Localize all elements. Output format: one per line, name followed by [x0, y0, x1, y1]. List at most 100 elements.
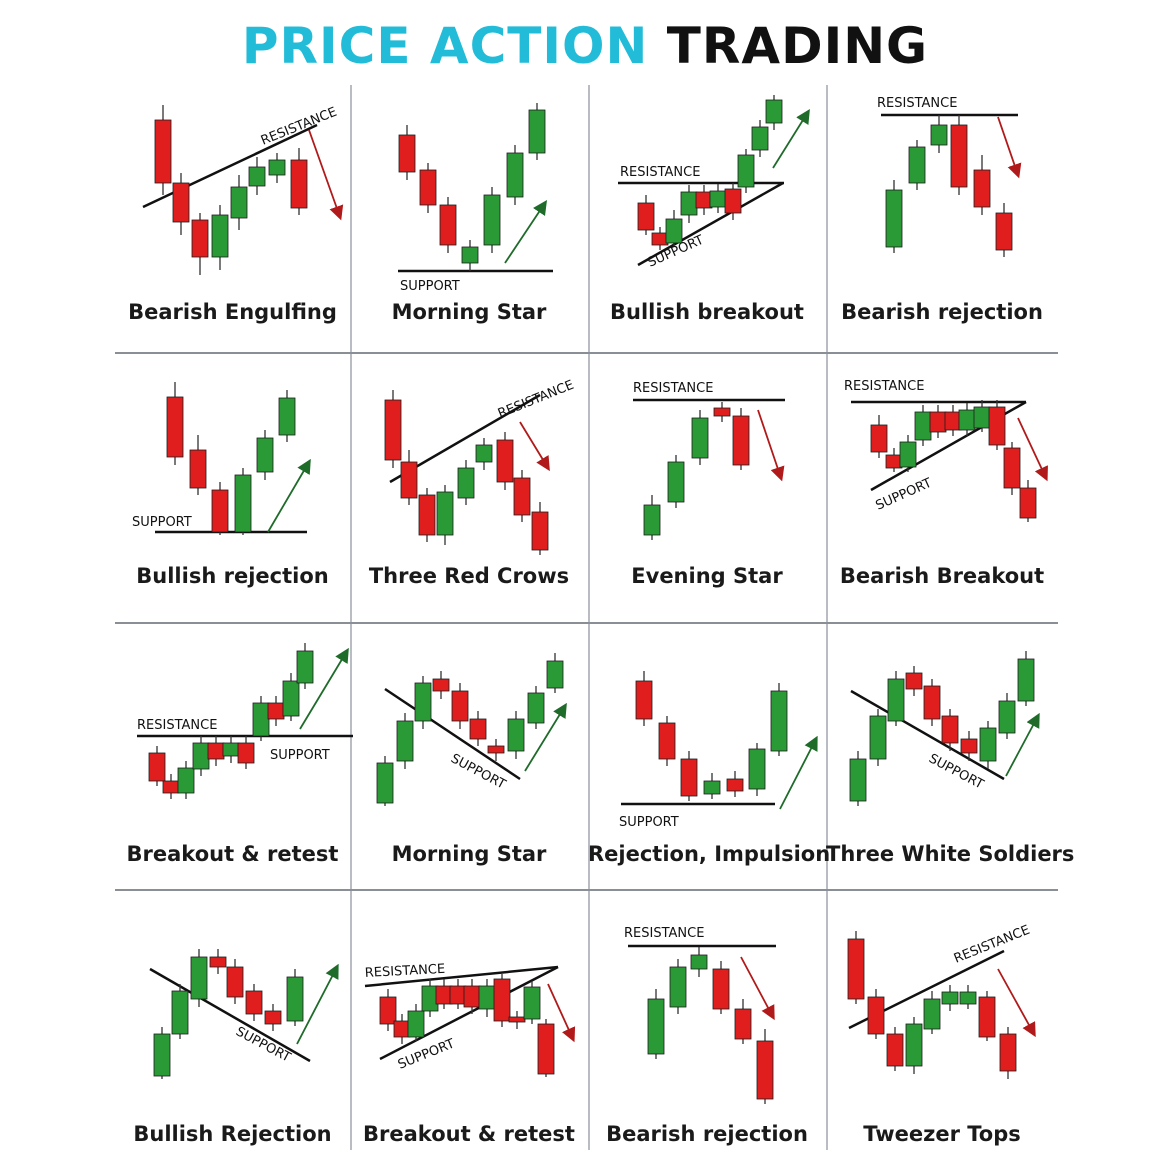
pattern-chart: SUPPORT	[376, 653, 567, 806]
up-arrow-icon	[1005, 712, 1040, 777]
pattern-panel: RESISTANCE SUPPORT Breakout & retest	[115, 621, 353, 889]
pattern-panel: RESISTANCE Tweezer Tops	[826, 889, 1058, 1150]
bearish-candle	[435, 979, 453, 1009]
bullish-candle	[1017, 651, 1035, 706]
pattern-label: Bullish breakout	[610, 300, 804, 324]
bearish-candle	[847, 931, 865, 1004]
bearish-candle	[400, 450, 418, 505]
bearish-candle	[756, 1029, 774, 1104]
bullish-candle	[478, 979, 496, 1017]
grid-divider-vertical	[350, 85, 352, 1150]
resistance-label: RESISTANCE	[952, 923, 1032, 967]
pattern-label: Bearish Breakout	[839, 564, 1045, 588]
support-label: SUPPORT	[270, 748, 330, 763]
pattern-panel: RESISTANCE SUPPORT Bullish breakout	[588, 85, 826, 350]
bearish-candle	[419, 163, 437, 213]
bullish-candle	[667, 455, 685, 508]
pattern-panel: RESISTANCE Evening Star	[588, 350, 826, 621]
grid-divider-horizontal	[115, 622, 1058, 624]
pattern-label: Morning Star	[391, 842, 547, 866]
bullish-candle	[941, 985, 959, 1011]
pattern-chart: RESISTANCE	[142, 105, 344, 275]
bullish-candle	[457, 460, 475, 505]
resistance-label: RESISTANCE	[877, 96, 957, 111]
bullish-candle	[461, 240, 479, 271]
bearish-candle	[1003, 442, 1021, 495]
bullish-candle	[436, 485, 454, 545]
pattern-label: Bearish rejection	[606, 1122, 808, 1146]
bearish-candle	[944, 405, 962, 436]
pattern-label: Breakout & retest	[126, 842, 339, 866]
bearish-candle	[513, 470, 531, 522]
bullish-candle	[252, 696, 270, 741]
bullish-candle	[690, 947, 708, 977]
pattern-chart: RESISTANCE	[847, 923, 1036, 1079]
bearish-candle	[885, 448, 903, 472]
down-arrow-icon	[997, 968, 1036, 1038]
resistance-label: RESISTANCE	[624, 926, 704, 941]
bullish-candle	[507, 711, 525, 759]
pattern-panel: SUPPORT Bullish rejection	[115, 350, 350, 621]
bearish-candle	[999, 1027, 1017, 1079]
pattern-label: Three Red Crows	[368, 564, 570, 588]
down-arrow-icon	[740, 956, 775, 1021]
bullish-candle	[421, 979, 439, 1017]
bearish-candle	[463, 979, 481, 1014]
bullish-candle	[665, 210, 683, 247]
support-label: SUPPORT	[396, 1036, 457, 1072]
pattern-panel: RESISTANCE Bearish rejection	[826, 85, 1058, 350]
pattern-label: Bearish Engulfing	[128, 300, 337, 324]
down-arrow-icon	[757, 409, 785, 482]
down-arrow-icon	[1017, 417, 1048, 482]
down-arrow-icon	[308, 129, 344, 221]
bearish-candle	[379, 989, 397, 1031]
bullish-candle	[885, 180, 903, 253]
pattern-panel: SUPPORT Rejection, Impulsion	[588, 621, 831, 889]
bearish-candle	[713, 402, 731, 422]
bullish-candle	[703, 773, 721, 799]
bullish-candle	[222, 736, 240, 763]
bullish-candle	[506, 145, 524, 205]
bullish-candle	[770, 683, 788, 756]
bearish-candle	[209, 949, 227, 974]
bearish-candle	[451, 683, 469, 729]
bearish-candle	[658, 716, 676, 766]
bullish-candle	[546, 653, 564, 693]
bullish-candle	[256, 430, 274, 480]
bearish-candle	[905, 666, 923, 696]
pattern-label: Evening Star	[631, 564, 783, 588]
bullish-candle	[737, 149, 755, 193]
bearish-candle	[226, 959, 244, 1004]
bearish-candle	[290, 148, 308, 215]
bullish-candle	[527, 686, 545, 729]
bearish-candle	[978, 991, 996, 1041]
pattern-panel: SUPPORT Morning Star	[350, 621, 588, 889]
pattern-label: Tweezer Tops	[863, 1122, 1021, 1146]
bearish-candle	[493, 974, 511, 1027]
resistance-label: RESISTANCE	[844, 379, 924, 394]
bearish-candle	[469, 711, 487, 746]
bearish-candle	[886, 1027, 904, 1071]
bearish-candle	[418, 488, 436, 542]
support-label: SUPPORT	[926, 751, 986, 792]
bearish-candle	[1019, 480, 1037, 522]
pattern-panel: RESISTANCE Bearish Engulfing	[115, 85, 350, 350]
support-label: SUPPORT	[448, 751, 508, 792]
pattern-label: Rejection, Impulsion	[588, 842, 831, 866]
bearish-candle	[995, 203, 1013, 257]
pattern-panel: RESISTANCE Three Red Crows	[350, 350, 588, 621]
bearish-candle	[973, 155, 991, 215]
bearish-candle	[172, 173, 190, 235]
trend-line	[364, 965, 559, 988]
pattern-label: Bullish rejection	[136, 564, 329, 588]
bullish-candle	[268, 153, 286, 183]
up-arrow-icon	[299, 647, 349, 730]
title-part-1: PRICE ACTION	[241, 17, 649, 75]
bearish-candle	[712, 961, 730, 1014]
pattern-label: Bullish Rejection	[133, 1122, 332, 1146]
bearish-candle	[724, 183, 742, 220]
bullish-candle	[483, 187, 501, 253]
pattern-chart: RESISTANCE SUPPORT	[137, 643, 353, 799]
bullish-candle	[192, 736, 210, 776]
pattern-label: Three White Soldiers	[826, 842, 1075, 866]
